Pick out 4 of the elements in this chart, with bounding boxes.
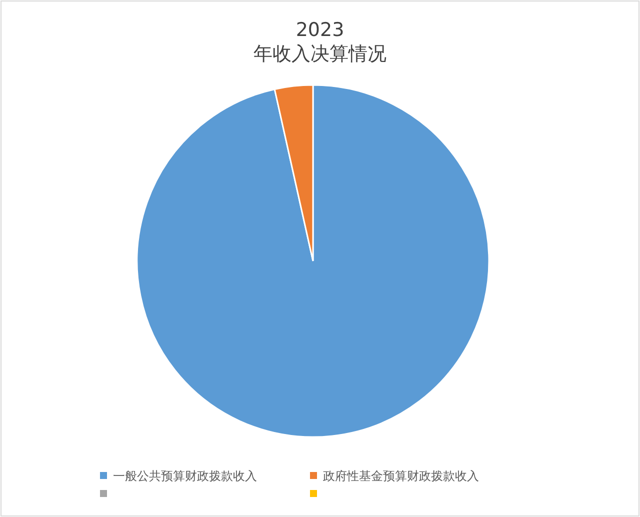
legend-label: 一般公共预算财政拨款收入 (113, 469, 257, 483)
legend-label: 政府性基金预算财政拨款收入 (323, 469, 479, 483)
chart-title: 2023 年收入决算情况 (254, 19, 386, 65)
pie-slice (136, 84, 490, 438)
